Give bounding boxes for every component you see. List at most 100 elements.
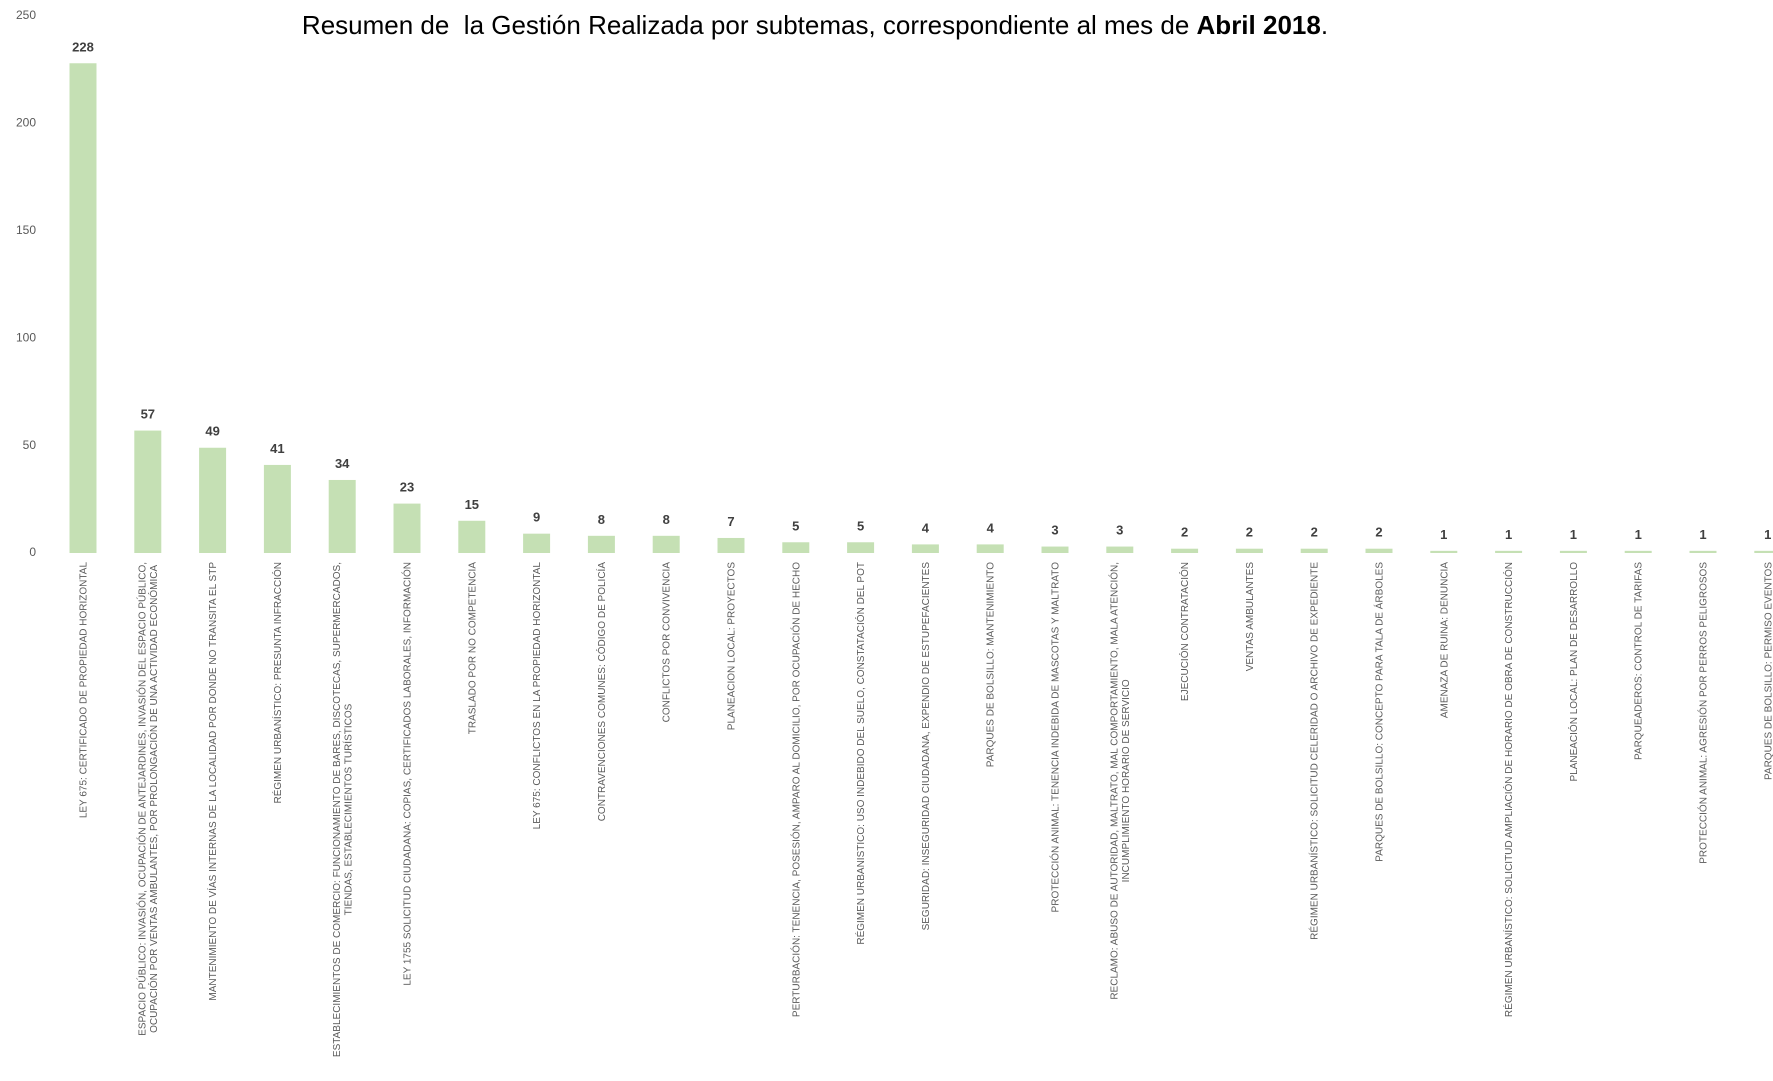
value-label: 1 — [1635, 527, 1642, 542]
label-line: AMENAZA DE RUINA: DENUNCIA — [1439, 562, 1450, 718]
bar — [1689, 550, 1717, 553]
value-label: 1 — [1699, 527, 1706, 542]
label-line: RÉGIMEN URBANISTICO: USO INDEBIDO DEL SU… — [854, 562, 867, 945]
label-line: LEY 1755 SOLICITUD CIUDADANA: COPIAS, CE… — [401, 562, 414, 986]
label-line: INCUMPLIMIENTO HORARIO DE SERVICIO — [1121, 679, 1132, 882]
x-tick-label: RÉGIMEN URBANISTICO: USO INDEBIDO DEL SU… — [854, 562, 867, 945]
x-tick-label: LEY 675: CONFLICTOS EN LA PROPIEDAD HORI… — [532, 562, 543, 830]
label-line: PROTECCIÓN ANIMAL: AGRESIÓN POR PERROS P… — [1697, 562, 1710, 864]
value-label: 2 — [1375, 525, 1382, 540]
x-tick-label: TRASLADO POR NO COMPETENCIA — [467, 562, 478, 735]
value-label: 4 — [922, 520, 930, 535]
bar — [1559, 550, 1587, 553]
label-line: MANTENIMIENTO DE VÍAS INTERNAS DE LA LOC… — [206, 562, 219, 1001]
value-label: 5 — [792, 518, 799, 533]
value-label: 41 — [270, 441, 284, 456]
bar — [1495, 550, 1523, 553]
label-line: LEY 675: CONFLICTOS EN LA PROPIEDAD HORI… — [532, 562, 543, 830]
y-tick-label: 100 — [16, 330, 36, 344]
label-line: TIENDAS, ESTABLECIMIENTOS TURÍSTICOS — [341, 703, 354, 915]
value-label: 2 — [1311, 525, 1318, 540]
label-line: LEY 675: CERTIFICADO DE PROPIEDAD HORIZO… — [79, 562, 90, 819]
bar — [523, 533, 551, 553]
x-tick-label: SEGURIDAD: INSEGURIDAD CIUDADANA, EXPEND… — [921, 562, 932, 931]
value-label: 5 — [857, 518, 864, 533]
x-tick-label: ESPACIO PÚBLICO: INVASIÓN, OCUPACIÓN DE … — [136, 562, 161, 1036]
label-line: VENTAS AMBULANTES — [1245, 562, 1256, 672]
bar — [1106, 546, 1134, 553]
label-line: PARQUES DE BOLSILLO: CONCEPTO PARA TALA … — [1373, 562, 1386, 862]
value-label: 57 — [141, 407, 155, 422]
label-line: PARQUES DE BOLSILLO: PERMISO EVENTOS — [1763, 562, 1773, 780]
bar — [911, 544, 939, 553]
value-label: 49 — [205, 424, 219, 439]
x-tick-label: PLANEACION LOCAL: PROYECTOS — [727, 562, 738, 731]
title-part: Resumen de la Gestión Realizada por subt… — [302, 10, 1197, 40]
x-tick-label: LEY 675: CERTIFICADO DE PROPIEDAD HORIZO… — [79, 562, 90, 819]
bar — [847, 542, 875, 553]
value-label: 1 — [1764, 527, 1771, 542]
value-label: 3 — [1051, 523, 1058, 538]
bar — [1624, 550, 1652, 553]
value-label: 4 — [987, 520, 995, 535]
x-tick-label: RÉGIMEN URBANÍSTICO: SOLICITUD AMPLIACIÓ… — [1502, 562, 1515, 1017]
label-line: PLANEACIÓN LOCAL: PLAN DE DESARROLLO — [1567, 562, 1580, 782]
bar — [652, 535, 680, 553]
label-line: OCUPACIÓN POR VENTAS AMBULANTES, POR PRO… — [147, 565, 160, 1033]
bar — [1171, 548, 1199, 553]
bar — [1235, 548, 1263, 553]
value-label: 8 — [663, 512, 670, 527]
x-tick-label: PARQUES DE BOLSILLO: CONCEPTO PARA TALA … — [1373, 562, 1386, 862]
bar — [976, 544, 1004, 553]
y-tick-label: 150 — [16, 223, 36, 237]
bar — [1754, 550, 1773, 553]
label-line: EJECUCIÓN CONTRATACIÓN — [1178, 562, 1191, 701]
x-tick-label: PARQUES DE BOLSILLO: MANTENIMIENTO — [986, 562, 997, 767]
value-label: 1 — [1505, 527, 1512, 542]
bar — [69, 63, 97, 553]
bar — [1300, 548, 1328, 553]
bar — [134, 430, 162, 553]
label-line: RÉGIMEN URBANÍSTICO: PRESUNTA INFRACCIÓN — [271, 562, 284, 804]
y-tick-label: 250 — [16, 8, 36, 22]
label-line: RÉGIMEN URBANÍSTICO: SOLICITUD AMPLIACIÓ… — [1502, 562, 1515, 1017]
y-tick-label: 50 — [23, 438, 37, 452]
x-tick-label: ESTABLECIMIENTOS DE COMERCIO: FUNCIONAMI… — [332, 562, 355, 1057]
bar — [1430, 550, 1458, 553]
bar — [717, 537, 745, 553]
bar — [1365, 548, 1393, 553]
value-label: 2 — [1246, 525, 1253, 540]
label-line: CONFLICTOS POR CONVIVENCIA — [662, 562, 673, 723]
value-label: 7 — [727, 514, 734, 529]
x-tick-label: PROTECCIÓN ANIMAL: TENENCIA INDEBIDA DE … — [1049, 562, 1062, 913]
bar — [199, 447, 227, 553]
value-label: 34 — [335, 456, 350, 471]
value-label: 8 — [598, 512, 605, 527]
x-tick-label: RÉGIMEN URBANÍSTICO: SOLICITUD CELERIDAD… — [1308, 562, 1321, 940]
x-tick-label: RECLAMO: ABUSO DE AUTORIDAD, MALTRATO, M… — [1108, 562, 1133, 1000]
label-line: PROTECCIÓN ANIMAL: TENENCIA INDEBIDA DE … — [1049, 562, 1062, 913]
label-line: PERTURBACIÓN: TENENCIA, POSESIÓN, AMPARO… — [789, 562, 802, 1017]
label-line: PARQUEADEROS: CONTROL DE TARIFAS — [1634, 562, 1645, 760]
label-line: RECLAMO: ABUSO DE AUTORIDAD, MALTRATO, M… — [1108, 562, 1121, 1000]
bar — [782, 542, 810, 553]
value-label: 1 — [1440, 527, 1447, 542]
x-tick-label: VENTAS AMBULANTES — [1245, 562, 1256, 672]
label-line: CONTRAVENCIONES COMUNES: CÓDIGO DE POLIC… — [595, 562, 608, 822]
x-tick-label: MANTENIMIENTO DE VÍAS INTERNAS DE LA LOC… — [206, 562, 219, 1001]
label-line: PARQUES DE BOLSILLO: MANTENIMIENTO — [986, 562, 997, 767]
x-tick-label: CONTRAVENCIONES COMUNES: CÓDIGO DE POLIC… — [595, 562, 608, 822]
y-tick-label: 0 — [29, 545, 36, 559]
title-part: . — [1321, 10, 1328, 40]
value-label: 228 — [72, 39, 94, 54]
y-tick-label: 200 — [16, 116, 36, 130]
x-tick-label: EJECUCIÓN CONTRATACIÓN — [1178, 562, 1191, 701]
bar — [587, 535, 615, 553]
x-tick-label: PLANEACIÓN LOCAL: PLAN DE DESARROLLO — [1567, 562, 1580, 782]
x-tick-label: CONFLICTOS POR CONVIVENCIA — [662, 562, 673, 723]
x-tick-label: PARQUES DE BOLSILLO: PERMISO EVENTOS — [1763, 562, 1773, 780]
title-part: Abril 2018 — [1197, 10, 1321, 40]
x-tick-label: PROTECCIÓN ANIMAL: AGRESIÓN POR PERROS P… — [1697, 562, 1710, 864]
value-label: 15 — [465, 497, 479, 512]
